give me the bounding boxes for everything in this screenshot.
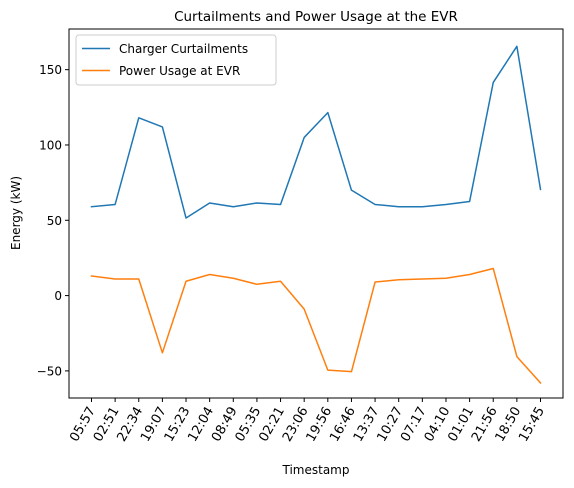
x-axis: 05:5702:5122:3419:0715:2312:0408:4905:35… xyxy=(67,398,548,444)
y-tick-label: 0 xyxy=(54,289,62,303)
legend: Charger Curtailments Power Usage at EVR xyxy=(75,34,277,86)
y-tick-label: 150 xyxy=(39,63,62,77)
legend-entry-charger-curtailments: Charger Curtailments xyxy=(119,42,248,56)
y-axis-label: Energy (kW) xyxy=(9,176,23,250)
y-tick-label: −50 xyxy=(37,364,62,378)
series-line-1 xyxy=(90,267,542,384)
series-line-0 xyxy=(90,45,542,219)
plot-area xyxy=(90,45,542,384)
y-tick-label: 50 xyxy=(47,214,62,228)
axes-frame xyxy=(68,28,564,399)
y-tick-label: 100 xyxy=(39,138,62,152)
chart-title: Curtailments and Power Usage at the EVR xyxy=(174,9,458,25)
y-axis: −50 0 50 100 150 xyxy=(37,63,69,378)
legend-entry-power-usage: Power Usage at EVR xyxy=(119,64,240,78)
legend-frame xyxy=(75,34,277,86)
x-axis-label: Timestamp xyxy=(282,463,350,477)
